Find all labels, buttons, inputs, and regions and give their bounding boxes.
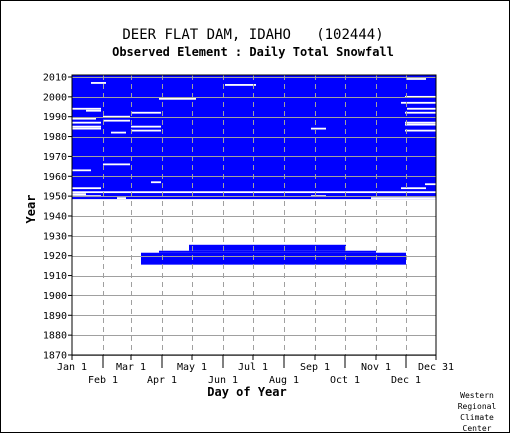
missing-segment bbox=[311, 127, 326, 130]
missing-segment bbox=[72, 121, 101, 124]
missing-segment bbox=[72, 193, 86, 196]
x-tick-label: Feb 1 bbox=[88, 375, 118, 386]
credit-line: Regional bbox=[458, 402, 497, 411]
missing-segment bbox=[401, 187, 426, 190]
missing-segment bbox=[407, 107, 436, 110]
missing-segment bbox=[72, 117, 96, 120]
missing-segment bbox=[72, 169, 91, 172]
missing-segment bbox=[111, 131, 126, 134]
missing-segment bbox=[103, 163, 130, 166]
y-tick-label: 1900 bbox=[43, 291, 67, 302]
credit-line: Western bbox=[460, 391, 494, 400]
y-tick-label: 1990 bbox=[43, 112, 67, 123]
missing-segment bbox=[72, 125, 101, 128]
missing-segment bbox=[86, 109, 101, 112]
missing-segment bbox=[103, 119, 130, 122]
missing-segment bbox=[131, 125, 161, 128]
missing-segment bbox=[72, 107, 101, 110]
y-tick-label: 1870 bbox=[43, 351, 67, 362]
credit-line: Climate bbox=[460, 413, 494, 422]
x-tick-label: Jun 1 bbox=[208, 375, 238, 386]
y-tick-label: 1950 bbox=[43, 192, 67, 203]
missing-segment bbox=[401, 101, 436, 104]
missing-segment bbox=[405, 121, 436, 124]
x-tick-label: Aug 1 bbox=[269, 375, 299, 386]
y-tick-label: 1910 bbox=[43, 271, 67, 282]
plot-border bbox=[71, 74, 437, 356]
missing-segment bbox=[131, 129, 161, 132]
missing-segment bbox=[225, 84, 256, 86]
observed-block bbox=[189, 244, 346, 251]
y-tick-label: 1960 bbox=[43, 172, 67, 183]
missing-segment bbox=[91, 82, 106, 84]
y-axis-label: Year bbox=[24, 195, 38, 224]
missing-segment bbox=[72, 187, 101, 190]
observed-block bbox=[159, 250, 376, 253]
x-tick-label: Apr 1 bbox=[147, 375, 177, 386]
y-tick-label: 1880 bbox=[43, 331, 67, 342]
x-tick-label: Sep 1 bbox=[300, 362, 330, 373]
x-tick-label: Dec 1 bbox=[391, 375, 421, 386]
missing-segment bbox=[131, 111, 161, 114]
y-tick-label: 2010 bbox=[43, 72, 67, 83]
x-tick-label: May 1 bbox=[177, 362, 207, 373]
x-tick-label: Oct 1 bbox=[330, 375, 360, 386]
observed-block bbox=[141, 252, 406, 265]
missing-segment bbox=[405, 111, 436, 114]
missing-segment bbox=[405, 129, 436, 132]
y-tick-label: 1970 bbox=[43, 152, 67, 163]
x-tick-label: Dec 31 bbox=[418, 362, 454, 373]
missing-segment bbox=[405, 123, 436, 126]
grid-layer bbox=[72, 75, 436, 356]
x-tick-label: Nov 1 bbox=[361, 362, 391, 373]
missing-segment bbox=[103, 115, 130, 118]
missing-segment bbox=[425, 183, 436, 186]
chart-subtitle: Observed Element : Daily Total Snowfall bbox=[112, 45, 394, 59]
y-tick-label: 1980 bbox=[43, 132, 67, 143]
wrcc-credit: Western Regional Climate Center bbox=[458, 391, 497, 433]
missing-segment bbox=[159, 97, 196, 100]
missing-segment bbox=[407, 78, 426, 80]
missing-segment bbox=[72, 127, 101, 130]
y-tick-label: 2000 bbox=[43, 92, 67, 103]
missing-segment bbox=[371, 197, 436, 200]
y-tick-label: 1920 bbox=[43, 251, 67, 262]
missing-segment bbox=[405, 95, 436, 98]
y-tick-label: 1940 bbox=[43, 211, 67, 222]
y-tick-label: 1890 bbox=[43, 311, 67, 322]
missing-segment bbox=[151, 181, 161, 184]
y-tick-label: 1930 bbox=[43, 231, 67, 242]
x-tick-label: Jul 1 bbox=[238, 362, 268, 373]
x-tick-label: Mar 1 bbox=[116, 362, 146, 373]
chart-title: DEER FLAT DAM, IDAHO (102444) bbox=[122, 27, 383, 43]
x-axis-label: Day of Year bbox=[207, 385, 286, 399]
missing-segment bbox=[117, 197, 126, 200]
x-tick-label: Jan 1 bbox=[57, 362, 87, 373]
credit-line: Center bbox=[463, 424, 492, 432]
tick-layer: 1870 1880 1890 1900 1910 1920 1930 1940 1950 1960… bbox=[43, 72, 454, 386]
